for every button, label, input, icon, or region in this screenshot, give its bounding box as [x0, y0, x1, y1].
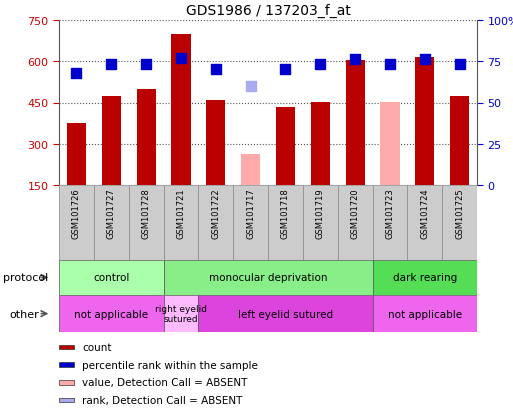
Point: [72, 70, 81, 77]
Bar: [346, 61, 365, 186]
Bar: [303, 186, 338, 260]
Point: [281, 67, 289, 74]
Text: GSM101722: GSM101722: [211, 188, 220, 239]
Point: [247, 83, 255, 90]
Text: not applicable: not applicable: [388, 309, 462, 319]
Point: [456, 62, 464, 69]
Bar: [372, 260, 477, 295]
Bar: [372, 186, 407, 260]
Text: rank, Detection Call = ABSENT: rank, Detection Call = ABSENT: [82, 395, 242, 405]
Text: count: count: [82, 342, 111, 352]
Text: GSM101727: GSM101727: [107, 188, 116, 239]
Text: monocular deprivation: monocular deprivation: [209, 273, 327, 283]
Point: [421, 57, 429, 64]
Text: GSM101725: GSM101725: [455, 188, 464, 239]
Bar: [136, 90, 155, 186]
Bar: [241, 154, 260, 186]
Bar: [67, 124, 86, 186]
Bar: [199, 186, 233, 260]
Text: GSM101721: GSM101721: [176, 188, 185, 239]
Point: [107, 62, 115, 69]
Bar: [59, 380, 74, 385]
Text: other: other: [9, 309, 39, 319]
Text: GSM101719: GSM101719: [316, 188, 325, 239]
Bar: [59, 260, 164, 295]
Bar: [164, 295, 199, 332]
Text: GSM101723: GSM101723: [385, 188, 394, 239]
Text: right eyelid
sutured: right eyelid sutured: [155, 304, 207, 323]
Bar: [268, 186, 303, 260]
Text: GSM101726: GSM101726: [72, 188, 81, 239]
Bar: [94, 186, 129, 260]
Bar: [415, 58, 435, 186]
Bar: [311, 103, 330, 186]
Bar: [129, 186, 164, 260]
Title: GDS1986 / 137203_f_at: GDS1986 / 137203_f_at: [186, 4, 350, 18]
Text: not applicable: not applicable: [74, 309, 148, 319]
Point: [212, 67, 220, 74]
Bar: [450, 96, 469, 186]
Text: protocol: protocol: [3, 273, 48, 283]
Bar: [442, 186, 477, 260]
Point: [351, 57, 359, 64]
Bar: [102, 96, 121, 186]
Bar: [59, 295, 164, 332]
Point: [386, 62, 394, 69]
Bar: [59, 363, 74, 367]
Bar: [59, 186, 94, 260]
Text: GSM101724: GSM101724: [420, 188, 429, 239]
Bar: [206, 100, 225, 186]
Point: [177, 55, 185, 62]
Text: left eyelid sutured: left eyelid sutured: [238, 309, 333, 319]
Bar: [59, 345, 74, 349]
Text: GSM101728: GSM101728: [142, 188, 151, 239]
Point: [142, 62, 150, 69]
Text: GSM101717: GSM101717: [246, 188, 255, 239]
Bar: [164, 186, 199, 260]
Bar: [276, 107, 295, 186]
Bar: [233, 186, 268, 260]
Text: percentile rank within the sample: percentile rank within the sample: [82, 360, 258, 370]
Text: GSM101718: GSM101718: [281, 188, 290, 239]
Bar: [338, 186, 372, 260]
Bar: [171, 34, 190, 186]
Bar: [372, 295, 477, 332]
Text: value, Detection Call = ABSENT: value, Detection Call = ABSENT: [82, 377, 247, 387]
Text: dark rearing: dark rearing: [393, 273, 457, 283]
Text: control: control: [93, 273, 129, 283]
Bar: [59, 398, 74, 402]
Bar: [381, 103, 400, 186]
Bar: [407, 186, 442, 260]
Bar: [199, 295, 372, 332]
Point: [316, 62, 324, 69]
Text: GSM101720: GSM101720: [351, 188, 360, 239]
Bar: [164, 260, 372, 295]
